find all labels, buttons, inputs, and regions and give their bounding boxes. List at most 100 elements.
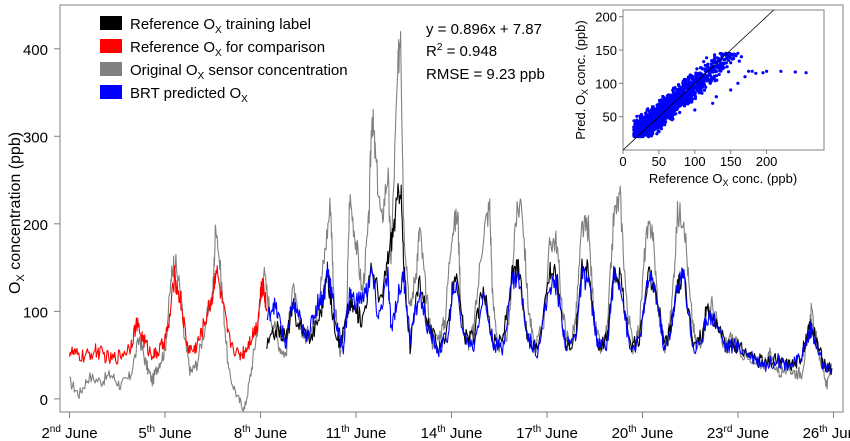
scatter-point — [647, 109, 651, 113]
scatter-point — [700, 91, 704, 95]
scatter-point — [747, 69, 751, 73]
main-y-axis-label-sub: X — [15, 274, 27, 282]
fit-r-squared: R2 = 0.948 — [426, 42, 497, 60]
main-x-tick-suffix: th — [533, 424, 541, 435]
scatter-point — [712, 76, 716, 80]
main-x-tick-suffix: th — [147, 424, 155, 435]
scatter-point — [682, 92, 686, 97]
scatter-point — [702, 88, 707, 92]
scatter-point — [668, 109, 672, 113]
scatter-point — [703, 73, 707, 77]
main-x-tick-month: June — [350, 425, 387, 441]
legend-entry-sub: X — [215, 48, 222, 59]
scatter-point — [632, 128, 636, 132]
main-x-tick-suffix: th — [341, 424, 349, 435]
scatter-point — [729, 88, 733, 92]
scatter-point — [669, 117, 673, 121]
main-x-tick-month: June — [251, 425, 288, 441]
inset-y-axis-label: Pred. OX conc. (ppb) — [573, 20, 590, 139]
main-x-tick-label: 23rd June — [707, 424, 769, 441]
fit-r-squared-sup: 2 — [437, 42, 443, 53]
scatter-point — [779, 69, 783, 73]
main-x-tick-day: 14 — [421, 425, 438, 441]
scatter-point — [672, 108, 676, 112]
scatter-point — [635, 121, 640, 125]
main-y-tick-label: 300 — [23, 129, 48, 146]
scatter-point — [700, 66, 704, 70]
scatter-point — [702, 76, 706, 80]
main-y-tick-label: 200 — [23, 217, 48, 234]
series-line — [69, 31, 833, 412]
scatter-point — [699, 88, 703, 92]
scatter-point — [637, 127, 641, 132]
scatter-point — [721, 61, 726, 65]
scatter-point — [793, 70, 797, 74]
inset-x-axis-label: Reference OX conc. (ppb) — [649, 171, 797, 188]
scatter-point — [713, 53, 717, 57]
inset-y-tick-label: 200 — [595, 10, 617, 25]
scatter-point — [737, 59, 741, 63]
scatter-point — [663, 108, 667, 112]
scatter-point — [638, 114, 642, 118]
fit-r-squared-r: R — [426, 43, 437, 60]
scatter-point — [651, 110, 655, 115]
main-series-group — [68, 31, 833, 412]
series-line — [266, 261, 833, 374]
scatter-point — [726, 58, 731, 62]
scatter-point — [714, 74, 719, 78]
scatter-point — [673, 92, 677, 96]
scatter-point — [705, 56, 709, 60]
inset-x-axis-label-post: conc. (ppb) — [729, 171, 798, 186]
scatter-point — [657, 112, 661, 116]
main-x-tick-label: 17th June — [516, 424, 578, 441]
main-x-tick-month: June — [637, 425, 674, 441]
inset-x-axis: 0 50 100 150 200 — [619, 150, 777, 169]
main-x-tick-day: 8 — [234, 425, 242, 441]
main-x-tick-suffix: rd — [724, 424, 733, 435]
scatter-point — [711, 101, 715, 105]
fit-statistics: y = 0.896x + 7.87 R2 = 0.948 RMSE = 9.23… — [426, 21, 545, 83]
main-x-tick-day: 23 — [707, 425, 724, 441]
legend-entry-pre: Reference O — [130, 39, 215, 56]
scatter-point — [661, 116, 665, 120]
main-x-tick-suffix: th — [628, 424, 636, 435]
scatter-point — [754, 71, 758, 75]
main-x-tick-day: 17 — [516, 425, 533, 441]
legend-swatch — [100, 39, 122, 53]
scatter-point — [696, 83, 700, 88]
scatter-point — [664, 114, 668, 118]
scatter-point — [646, 114, 650, 118]
inset-x-tick-label: 0 — [619, 154, 626, 169]
scatter-point — [729, 61, 733, 65]
legend-entry-label: Reference OX training label — [130, 16, 311, 36]
fit-r-squared-value: = 0.948 — [442, 43, 497, 60]
scatter-point — [719, 52, 724, 56]
scatter-point — [691, 75, 695, 79]
main-x-tick-month: June — [155, 425, 192, 441]
main-x-tick-month: June — [541, 425, 578, 441]
scatter-point — [688, 97, 692, 101]
inset-x-tick-label: 100 — [684, 154, 706, 169]
scatter-point — [691, 79, 695, 83]
main-y-axis-label-o: O — [7, 282, 24, 294]
scatter-point — [667, 94, 671, 98]
scatter-point — [651, 113, 655, 117]
scatter-point — [681, 79, 685, 83]
scatter-point — [686, 94, 690, 98]
scatter-point — [695, 87, 700, 91]
scatter-point — [682, 95, 687, 99]
inset-y-tick-label: 50 — [603, 110, 617, 125]
scatter-point — [714, 95, 718, 99]
inset-y-tick-label: 150 — [595, 43, 617, 58]
scatter-point — [804, 71, 808, 75]
scatter-point — [708, 81, 712, 85]
scatter-point — [664, 120, 668, 124]
scatter-point — [646, 128, 651, 132]
scatter-point — [653, 120, 657, 124]
inset-y-axis-label-pre: Pred. O — [573, 95, 588, 140]
main-y-tick-label: 100 — [23, 304, 48, 321]
one-to-one-line — [622, 9, 775, 151]
inset-x-axis-label-pre: Reference O — [649, 171, 723, 186]
